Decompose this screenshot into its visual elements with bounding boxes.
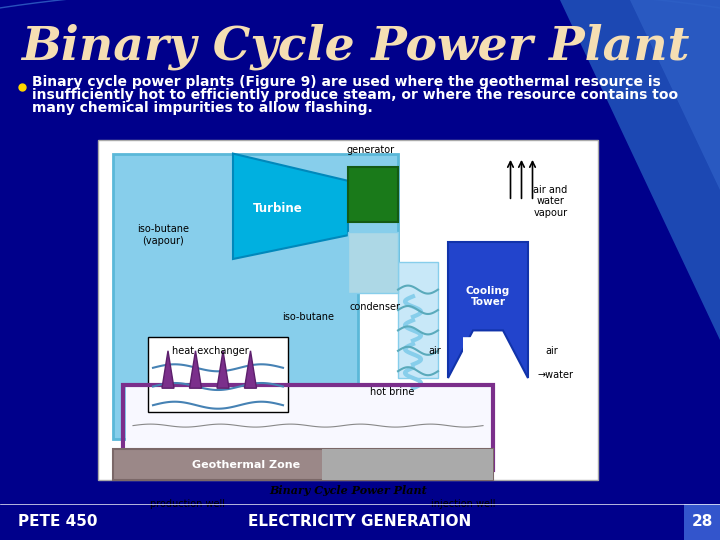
Text: hot brine: hot brine (371, 387, 415, 396)
Text: iso-butane: iso-butane (282, 312, 334, 322)
Text: condenser: condenser (350, 302, 401, 312)
Polygon shape (217, 351, 229, 388)
FancyBboxPatch shape (463, 337, 503, 368)
Bar (348, 167, 398, 221)
Text: air: air (546, 346, 558, 356)
Bar (348, 232, 398, 293)
Bar (98, 140, 598, 480)
Text: many chemical impurities to allow flashing.: many chemical impurities to allow flashi… (32, 101, 373, 115)
Text: production well: production well (150, 499, 225, 509)
Text: →water: →water (538, 369, 574, 380)
Bar (684, 504, 720, 540)
Text: Binary Cycle Power Plant: Binary Cycle Power Plant (21, 24, 689, 70)
Polygon shape (245, 351, 256, 388)
Text: insufficiently hot to efficiently produce steam, or where the resource contains : insufficiently hot to efficiently produc… (32, 88, 678, 102)
Text: air: air (428, 346, 441, 356)
Text: generator: generator (346, 145, 395, 155)
Text: Binary Cycle Power Plant: Binary Cycle Power Plant (269, 485, 427, 496)
Bar (398, 262, 438, 378)
Text: PETE 450: PETE 450 (18, 515, 97, 530)
Text: Turbine: Turbine (253, 201, 303, 214)
Text: air and
water
vapour: air and water vapour (534, 185, 567, 218)
Polygon shape (162, 351, 174, 388)
Bar (125, 387, 490, 468)
Text: Geothermal Zone: Geothermal Zone (192, 460, 300, 470)
Text: injection well: injection well (431, 499, 495, 509)
Bar (123, 385, 493, 470)
Polygon shape (113, 153, 398, 439)
Polygon shape (448, 242, 528, 378)
Bar (113, 449, 493, 480)
Polygon shape (189, 351, 202, 388)
Text: 28: 28 (691, 515, 713, 530)
Polygon shape (560, 0, 720, 340)
Text: iso-butane
(vapour): iso-butane (vapour) (137, 225, 189, 246)
Text: ELECTRICITY GENERATION: ELECTRICITY GENERATION (248, 515, 472, 530)
Bar (148, 337, 288, 412)
Bar (322, 449, 493, 480)
Text: heat exchanger: heat exchanger (172, 346, 249, 356)
Text: Binary cycle power plants (Figure 9) are used where the geothermal resource is: Binary cycle power plants (Figure 9) are… (32, 75, 661, 89)
Polygon shape (630, 0, 720, 190)
Text: Cooling
Tower: Cooling Tower (466, 286, 510, 307)
Polygon shape (233, 153, 348, 259)
